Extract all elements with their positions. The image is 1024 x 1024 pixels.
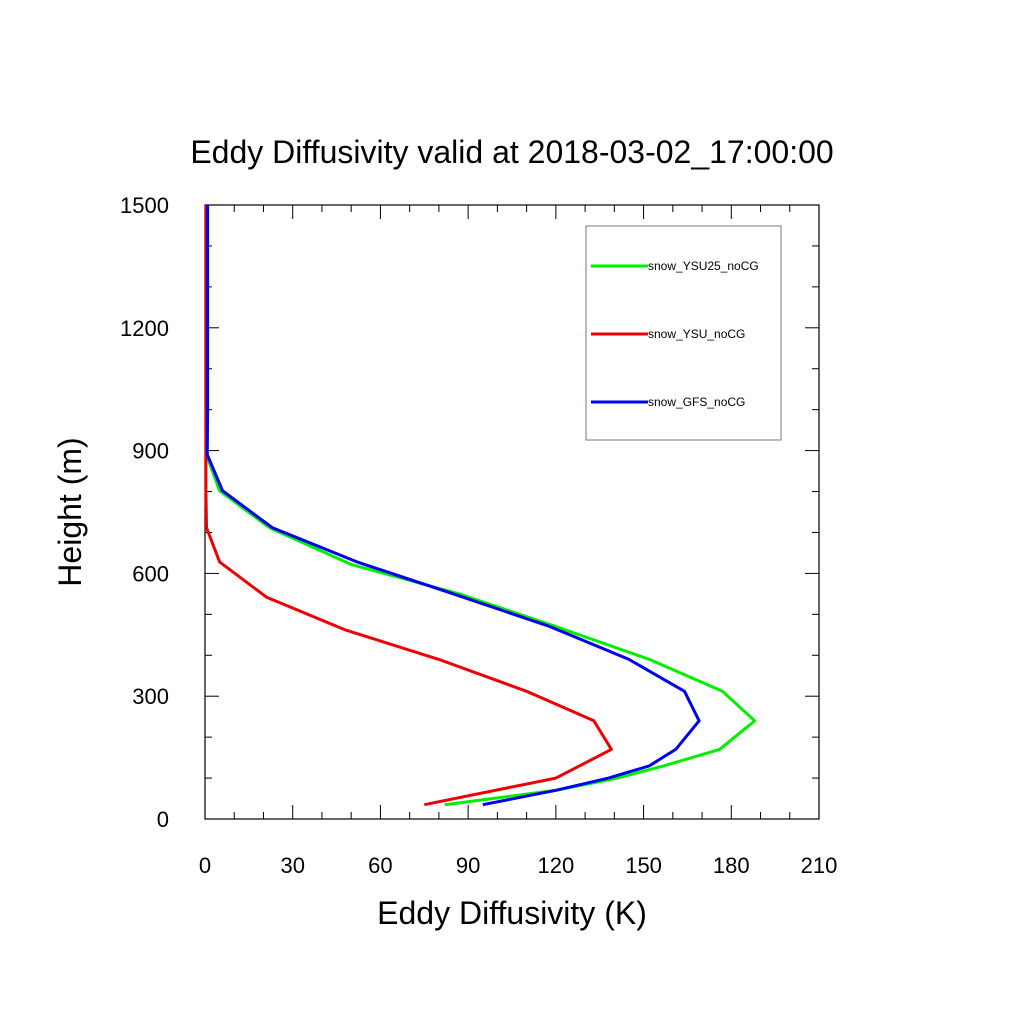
y-tick-label: 1200 (120, 316, 169, 341)
series-line (205, 205, 701, 807)
series-line (204, 205, 613, 807)
legend-label: snow_GFS_noCG (648, 395, 745, 409)
x-tick-label: 90 (456, 853, 480, 878)
chart-title: Eddy Diffusivity valid at 2018-03-02_17:… (190, 134, 833, 170)
legend-label: snow_YSU25_noCG (648, 259, 759, 273)
x-tick: 180 (713, 205, 750, 878)
y-tick: 1200 (120, 316, 819, 341)
y-tick: 300 (132, 684, 819, 709)
x-tick: 60 (368, 205, 393, 878)
legend: snow_YSU25_noCG snow_YSU_noCG snow_GFS_noC… (585, 225, 782, 441)
legend-item: snow_GFS_noCG (591, 395, 745, 409)
x-tick-label: 120 (537, 853, 574, 878)
y-tick-label: 600 (132, 561, 169, 586)
x-tick: 120 (537, 205, 574, 878)
x-tick-label: 60 (368, 853, 392, 878)
legend-label: snow_YSU_noCG (648, 327, 745, 341)
x-tick-label: 180 (713, 853, 750, 878)
y-tick-label: 300 (132, 684, 169, 709)
x-tick-label: 150 (625, 853, 662, 878)
x-tick: 30 (280, 205, 305, 878)
x-tick-label: 0 (199, 853, 211, 878)
y-tick: 0 (157, 807, 819, 832)
legend-item: snow_YSU25_noCG (591, 259, 759, 273)
x-tick: 150 (625, 205, 662, 878)
y-tick-label: 0 (157, 807, 169, 832)
y-tick: 900 (132, 439, 819, 464)
x-axis-label: Eddy Diffusivity (K) (377, 895, 647, 931)
x-tick-label: 210 (801, 853, 838, 878)
x-tick-label: 30 (280, 853, 304, 878)
y-axis-label: Height (m) (52, 437, 88, 586)
x-tick: 210 (801, 205, 838, 878)
y-tick: 1500 (120, 193, 819, 218)
legend-item: snow_YSU_noCG (591, 327, 745, 341)
y-tick: 600 (132, 561, 819, 586)
y-tick-label: 1500 (120, 193, 169, 218)
x-tick: 90 (456, 205, 480, 878)
y-tick-label: 900 (132, 439, 169, 464)
